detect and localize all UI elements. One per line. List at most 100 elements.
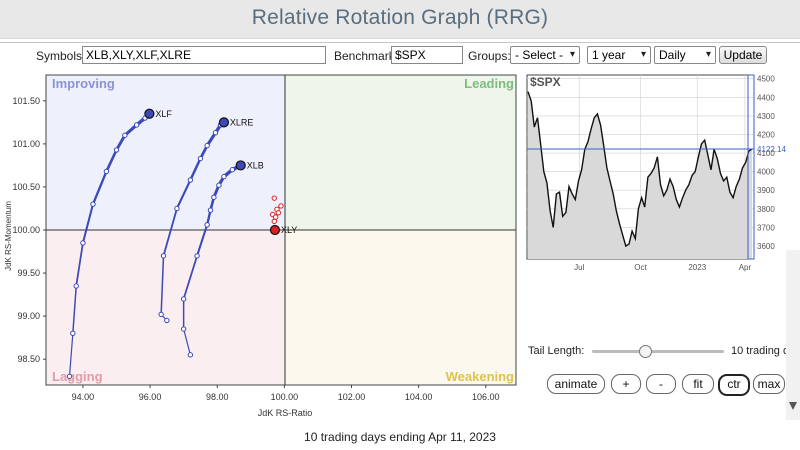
spx-y-tick-label: 4000 bbox=[757, 168, 775, 177]
x-tick-label: 106.00 bbox=[472, 392, 500, 402]
rrg-tail-point bbox=[204, 142, 210, 149]
rrg-tail-point bbox=[80, 240, 86, 246]
rrg-tail-point bbox=[187, 177, 194, 183]
rrg-tail-point bbox=[174, 205, 180, 212]
tail-length-label: Tail Length: bbox=[528, 345, 585, 357]
rrg-tail-point bbox=[278, 203, 284, 209]
rrg-tail-point bbox=[204, 222, 210, 228]
center-button[interactable]: ctr bbox=[718, 374, 750, 396]
groups-select[interactable]: - Select - ▾ bbox=[510, 46, 580, 64]
rrg-series: XLF XLRE XLB XLY bbox=[66, 108, 297, 380]
rrg-tail-point bbox=[122, 132, 128, 138]
improving-label: Improving bbox=[52, 76, 115, 91]
rrg-tail-point bbox=[90, 201, 96, 207]
period-select-value: 1 year bbox=[592, 48, 626, 62]
rrg-tail-point bbox=[197, 155, 204, 162]
y-tick-label: 101.00 bbox=[12, 139, 40, 149]
spx-y-tick-label: 4400 bbox=[757, 93, 775, 102]
chevron-down-icon: ▾ bbox=[569, 49, 575, 60]
rrg-tail-point bbox=[207, 207, 214, 213]
scrollbar[interactable] bbox=[786, 250, 800, 420]
spx-title: $SPX bbox=[530, 75, 561, 89]
tail-segment bbox=[115, 133, 127, 152]
y-tick-label: 101.50 bbox=[12, 96, 40, 106]
spx-y-tick-label: 3600 bbox=[757, 242, 775, 251]
rrg-tail-point bbox=[272, 214, 279, 220]
spx-chart: $SPX 4500 4400 4300 4200 4100 4000 3900 3800 370… bbox=[526, 74, 786, 272]
spx-y-tick-label: 4100 bbox=[757, 149, 775, 158]
rrg-tail-point bbox=[271, 218, 277, 225]
leading-label: Leading bbox=[464, 76, 514, 91]
spx-x-tick-label: Jul bbox=[574, 263, 584, 272]
spx-y-tick-label: 3700 bbox=[757, 223, 775, 232]
y-tick-label: 100.50 bbox=[12, 182, 40, 192]
x-tick-label: 96.00 bbox=[139, 392, 162, 402]
tail-segment bbox=[72, 285, 77, 335]
rrg-series-xlre[interactable]: XLRE bbox=[158, 117, 254, 324]
rrg-tail-point bbox=[229, 167, 236, 173]
y-tick-label: 100.00 bbox=[12, 225, 40, 235]
rrg-quadrants bbox=[45, 74, 517, 386]
y-axis-label: JdK RS-Momentum bbox=[4, 201, 13, 271]
spx-x-tick-label: Apr bbox=[739, 263, 752, 272]
update-button[interactable]: Update bbox=[719, 46, 767, 64]
spx-x-tick-label: 2023 bbox=[688, 263, 706, 272]
rrg-head-point[interactable] bbox=[235, 160, 246, 171]
rrg-head-point[interactable] bbox=[269, 224, 281, 236]
rrg-panel: Symbols: XLB,XLY,XLF,XLRE Benchmark: $SP… bbox=[0, 42, 800, 421]
symbols-input[interactable]: XLB,XLY,XLF,XLRE bbox=[82, 46, 326, 64]
x-tick-label: 100.00 bbox=[271, 392, 299, 402]
rrg-series-label: XLY bbox=[281, 225, 297, 235]
spx-y-tick-label: 4200 bbox=[757, 130, 775, 139]
rrg-tail-point bbox=[275, 210, 282, 216]
spx-y-tick-label: 3900 bbox=[757, 186, 775, 195]
page-title: Relative Rotation Graph (RRG) bbox=[251, 6, 549, 29]
tail-length-slider-thumb[interactable] bbox=[638, 345, 652, 358]
x-tick-label: 102.00 bbox=[338, 392, 366, 402]
benchmark-input[interactable]: $SPX bbox=[391, 46, 463, 64]
groups-label: Groups: bbox=[468, 49, 511, 63]
rrg-series-xlb[interactable]: XLB bbox=[180, 160, 264, 358]
tail-segment bbox=[162, 207, 178, 257]
rrg-tail-point bbox=[194, 253, 200, 259]
scroll-down-icon bbox=[789, 402, 797, 410]
rrg-series-xlf[interactable]: XLF bbox=[66, 108, 172, 380]
period-select[interactable]: 1 year ▾ bbox=[587, 46, 651, 64]
frequency-select[interactable]: Daily ▾ bbox=[654, 46, 716, 64]
weakening-label: Weakening bbox=[446, 369, 514, 384]
rrg-tail-point bbox=[221, 173, 227, 180]
animate-button[interactable]: animate bbox=[547, 374, 605, 394]
spx-line bbox=[527, 91, 753, 248]
max-button[interactable]: max bbox=[753, 374, 785, 394]
tail-segment bbox=[183, 328, 191, 356]
frequency-select-value: Daily bbox=[659, 48, 686, 62]
tail-segment bbox=[189, 157, 202, 182]
spx-x-tick-label: Oct bbox=[634, 263, 647, 272]
rrg-tail-point bbox=[212, 129, 219, 136]
rrg-series-label: XLRE bbox=[230, 117, 254, 127]
rrg-series-xly[interactable]: XLY bbox=[269, 195, 297, 236]
tail-segment bbox=[91, 170, 108, 206]
rrg-series-label: XLB bbox=[247, 160, 264, 170]
rrg-tail-point bbox=[164, 317, 170, 324]
tail-segment bbox=[175, 178, 192, 210]
rrg-head-point[interactable] bbox=[218, 117, 230, 128]
tail-segment bbox=[196, 223, 209, 257]
symbols-label: Symbols: bbox=[36, 49, 86, 63]
rrg-chart[interactable]: Improving Leading Lagging Weakening 101.… bbox=[0, 71, 520, 436]
tail-length-value: 10 trading days bbox=[731, 345, 800, 357]
rrg-tail-point bbox=[113, 147, 120, 153]
rrg-head-point[interactable] bbox=[144, 108, 155, 119]
toolbar: Symbols: XLB,XLY,XLF,XLRE Benchmark: $SP… bbox=[0, 43, 800, 71]
rrg-tail-point bbox=[180, 326, 187, 332]
fit-button[interactable]: fit bbox=[682, 374, 714, 394]
zoom-out-button[interactable]: - bbox=[646, 374, 676, 394]
zoom-in-button[interactable]: + bbox=[611, 374, 641, 394]
tail-segment bbox=[160, 255, 165, 316]
x-axis-label: JdK RS-Ratio bbox=[258, 408, 313, 418]
tail-length-slider[interactable] bbox=[592, 345, 724, 358]
tail-segment bbox=[182, 254, 198, 300]
spx-x-axis-ticks: Jul Oct 2023 Apr bbox=[574, 263, 751, 272]
tail-segment bbox=[75, 242, 84, 287]
y-axis-ticks: 101.50 101.00 100.50 100.00 99.50 99.00 98.50 bbox=[12, 96, 46, 364]
